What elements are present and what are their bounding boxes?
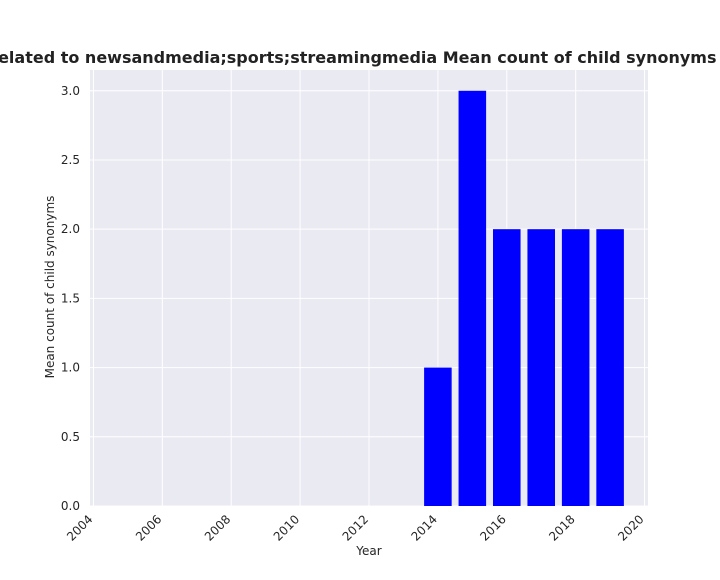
chart-title: s are related to newsandmedia;sports;str…	[0, 48, 720, 67]
y-tick-label-1: 0.5	[61, 430, 80, 444]
x-tick-label-3: 2010	[271, 512, 302, 543]
y-tick-label-6: 3.0	[61, 84, 80, 98]
x-tick-label-7: 2018	[546, 512, 577, 543]
bar-2014	[424, 367, 452, 506]
x-tick-label-0: 2004	[64, 512, 95, 543]
x-axis-label: Year	[355, 544, 381, 558]
y-tick-label-5: 2.5	[61, 153, 80, 167]
x-tick-label-4: 2012	[340, 512, 371, 543]
bar-2019	[596, 229, 624, 506]
y-tick-label-4: 2.0	[61, 222, 80, 236]
y-axis-label: Mean count of child synonyms	[43, 196, 57, 379]
y-tick-label-3: 1.5	[61, 291, 80, 305]
y-axis-ticks: 0.0 0.5 1.0 1.5 2.0 2.5 3.0	[61, 84, 80, 513]
bars	[424, 90, 624, 506]
x-tick-label-8: 2020	[615, 512, 646, 543]
x-tick-label-1: 2006	[133, 512, 164, 543]
y-tick-label-0: 0.0	[61, 499, 80, 513]
bar-2015	[458, 90, 487, 506]
x-tick-label-2: 2008	[202, 512, 233, 543]
x-tick-label-5: 2014	[409, 512, 440, 543]
bar-2016	[493, 229, 521, 506]
bar-2018	[561, 229, 590, 506]
x-tick-label-6: 2016	[477, 512, 508, 543]
bar-2017	[527, 229, 555, 506]
x-axis-ticks: 2004 2006 2008 2010 2012 2014 2016 2018 2020	[64, 512, 647, 543]
y-tick-label-2: 1.0	[61, 361, 80, 375]
